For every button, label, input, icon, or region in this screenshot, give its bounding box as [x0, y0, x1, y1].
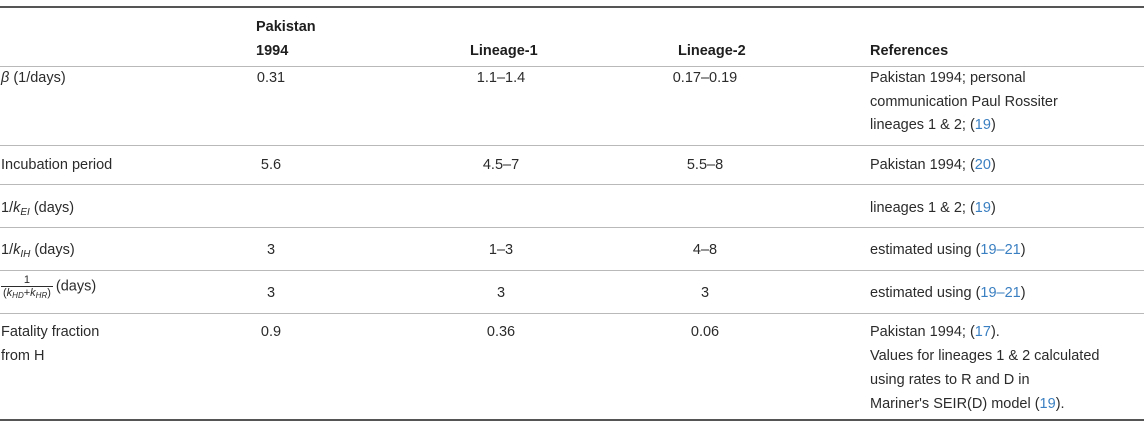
table-top-rule — [0, 6, 1144, 8]
fatality-ref-line4: Mariner's SEIR(D) model (19). — [870, 392, 1065, 416]
beta-ref-line3-close: ) — [990, 117, 996, 133]
beta-symbol: β — [1, 70, 10, 86]
fatality-lineage1-value: 0.36 — [486, 324, 516, 340]
kei-k: k — [13, 200, 21, 216]
beta-pakistan-value: 0.31 — [256, 70, 286, 86]
beta-lineage2-value: 0.17–0.19 — [672, 70, 738, 86]
kih-unit: (days) — [30, 242, 75, 258]
kih-prefix: 1/ — [1, 242, 14, 258]
kei-unit: (days) — [29, 200, 75, 216]
khd-khr-ref-close: ) — [1020, 285, 1026, 301]
row-rule — [0, 184, 1144, 185]
table-bottom-rule — [0, 419, 1144, 421]
kei-ref-text: lineages 1 & 2; ( — [870, 200, 975, 216]
fraction-denominator: (kHD+kHR) — [1, 287, 53, 300]
row-rule — [0, 313, 1144, 314]
header-rule — [0, 66, 1144, 67]
fatality-ref-line4-text: Mariner's SEIR(D) model ( — [870, 396, 1040, 412]
incubation-pakistan-value: 5.6 — [260, 157, 282, 173]
incubation-lineage1-value: 4.5–7 — [482, 157, 520, 173]
incubation-lineage2-value: 5.5–8 — [686, 157, 724, 173]
kih-ref: estimated using (19–21) — [870, 238, 1026, 262]
kih-subscript: IH — [20, 249, 31, 260]
khd-khr-lineage1-value: 3 — [496, 285, 506, 301]
citation-link[interactable]: 19–21 — [980, 285, 1021, 301]
incubation-ref-close: ) — [990, 157, 996, 173]
citation-link[interactable]: 19 — [1039, 396, 1056, 412]
fatality-ref-line4-close: ). — [1055, 396, 1065, 412]
row-rule — [0, 227, 1144, 228]
fatality-ref-line1-text: Pakistan 1994; ( — [870, 324, 975, 340]
beta-lineage1-value: 1.1–1.4 — [476, 70, 526, 86]
den-close: ) — [47, 287, 51, 299]
den-k1: k — [6, 287, 13, 299]
fatality-ref-line1: Pakistan 1994; (17). — [870, 320, 1000, 344]
header-lineage-1: Lineage-1 — [470, 43, 538, 59]
row-rule — [0, 270, 1144, 271]
header-pakistan-year: 1994 — [256, 43, 289, 59]
fatality-ref-line2: Values for lineages 1 & 2 calculated — [870, 348, 1100, 364]
den-k2: k — [30, 287, 36, 299]
fatality-ref-line1-close: ). — [990, 324, 1000, 340]
khd-khr-unit: (days) — [55, 278, 97, 295]
kih-lineage2-value: 4–8 — [692, 242, 718, 258]
incubation-ref: Pakistan 1994; (20) — [870, 153, 996, 177]
kih-lineage1-value: 1–3 — [488, 242, 514, 258]
incubation-ref-text: Pakistan 1994; ( — [870, 157, 975, 173]
khd-khr-pakistan-value: 3 — [266, 285, 276, 301]
kei-ref-close: ) — [990, 200, 996, 216]
fatality-ref-line3: using rates to R and D in — [870, 372, 1030, 388]
kih-k: k — [13, 242, 21, 258]
header-references: References — [870, 43, 949, 59]
citation-link[interactable]: 19 — [974, 117, 991, 133]
khd-khr-lineage2-value: 3 — [700, 285, 710, 301]
citation-link[interactable]: 19 — [974, 200, 991, 216]
rate-fraction: 1 (kHD+kHR) — [1, 274, 53, 300]
khd-khr-ref: estimated using (19–21) — [870, 281, 1026, 305]
kei-subscript: EI — [20, 207, 30, 218]
fraction-numerator: 1 — [1, 274, 53, 287]
den-sub1: HD — [12, 291, 24, 300]
kih-ref-text: estimated using ( — [870, 242, 981, 258]
beta-ref-line3: lineages 1 & 2; (19) — [870, 113, 996, 137]
khd-khr-ref-text: estimated using ( — [870, 285, 981, 301]
fatality-pakistan-value: 0.9 — [260, 324, 282, 340]
beta-ref-line3-text: lineages 1 & 2; ( — [870, 117, 975, 133]
fatality-lineage2-value: 0.06 — [690, 324, 720, 340]
kih-pakistan-value: 3 — [266, 242, 276, 258]
row-label-khd-khr: 1 (kHD+kHR) (days) — [1, 274, 97, 300]
kih-ref-close: ) — [1020, 242, 1026, 258]
den-sub2: HR — [35, 291, 48, 300]
den-open: ( — [3, 287, 7, 299]
header-lineage-2: Lineage-2 — [678, 43, 746, 59]
citation-link[interactable]: 20 — [974, 157, 991, 173]
row-label-fatality-line2: from H — [1, 348, 45, 364]
citation-link[interactable]: 17 — [974, 324, 991, 340]
den-plus: + — [23, 287, 31, 299]
row-label-kih: 1/kIH (days) — [1, 238, 75, 262]
citation-link[interactable]: 19–21 — [980, 242, 1021, 258]
row-rule — [0, 145, 1144, 146]
beta-ref-line2: communication Paul Rossiter — [870, 94, 1058, 110]
row-label-kei: 1/kEI (days) — [1, 196, 74, 220]
kei-ref: lineages 1 & 2; (19) — [870, 196, 996, 220]
beta-ref-line1: Pakistan 1994; personal — [870, 70, 1026, 86]
kei-prefix: 1/ — [1, 200, 14, 216]
beta-unit: (1/days) — [9, 70, 66, 86]
row-label-beta: β (1/days) — [1, 66, 66, 90]
row-label-fatality-line1: Fatality fraction — [1, 324, 100, 340]
row-label-incubation: Incubation period — [1, 157, 113, 173]
header-pakistan: Pakistan — [256, 19, 316, 35]
